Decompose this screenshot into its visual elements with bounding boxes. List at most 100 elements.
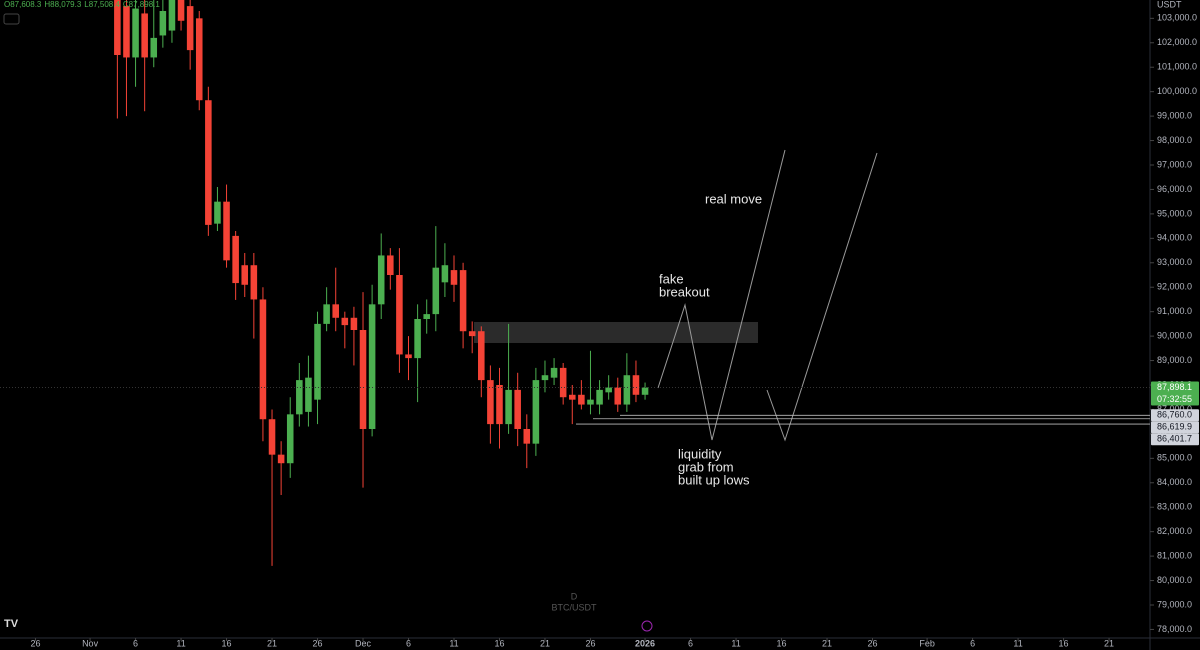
annotation: breakout — [659, 284, 710, 299]
x-tick-label: 26 — [585, 638, 595, 648]
y-tick-label: 89,000.0 — [1157, 355, 1192, 365]
price-tag-label: 86,760.0 — [1157, 410, 1192, 420]
candle-body — [286, 414, 294, 464]
x-tick-label: 16 — [222, 638, 232, 648]
ohlc-value: C87,898.1 — [123, 0, 160, 9]
candle-body — [314, 323, 321, 400]
candle-body — [195, 18, 203, 101]
zone-box — [474, 322, 758, 343]
candle-body — [559, 367, 567, 398]
candle-body — [414, 319, 421, 359]
candle-body — [241, 265, 249, 285]
candle-body — [523, 429, 531, 444]
y-tick-label: 84,000.0 — [1157, 477, 1192, 487]
candle-body — [459, 270, 467, 332]
y-tick-label: 100,000.0 — [1157, 86, 1197, 96]
candle-body — [159, 11, 167, 36]
x-tick-label: 26 — [868, 638, 878, 648]
candle-body — [623, 375, 631, 405]
y-tick-label: 94,000.0 — [1157, 233, 1192, 243]
y-tick-label: 98,000.0 — [1157, 135, 1192, 145]
x-tick-label: 11 — [176, 638, 185, 648]
candle-body — [359, 330, 367, 429]
annotation: built up lows — [678, 472, 750, 487]
price-tag — [1151, 421, 1199, 434]
x-tick-label: 21 — [822, 638, 832, 648]
candle-body — [268, 419, 276, 455]
candle-body — [432, 267, 440, 315]
y-tick-label: 97,000.0 — [1157, 159, 1192, 169]
y-tick-label: 90,000.0 — [1157, 330, 1192, 340]
candle-body — [587, 399, 594, 405]
x-tick-label: 6 — [406, 638, 411, 648]
candle-body — [605, 387, 612, 393]
candle-body — [214, 201, 221, 224]
event-icon[interactable] — [641, 620, 653, 632]
x-tick-label: Feb — [919, 638, 935, 648]
candle-body — [150, 37, 158, 58]
last-price-label: 87,898.1 — [1157, 382, 1192, 392]
candle-body — [141, 13, 148, 58]
candle-body — [514, 389, 521, 429]
x-tick-label: 16 — [494, 638, 504, 648]
x-tick-label: 26 — [30, 638, 40, 648]
x-tick-label: 6 — [133, 638, 138, 648]
candle-body — [478, 331, 485, 381]
candle-body — [614, 387, 622, 405]
candle-body — [387, 255, 394, 275]
candle-body — [423, 314, 430, 319]
candle-body — [323, 304, 330, 324]
y-tick-label: 81,000.0 — [1157, 550, 1192, 560]
x-tick-label: 11 — [449, 638, 458, 648]
candle-body — [377, 255, 385, 305]
candle-body — [296, 380, 303, 415]
x-tick-label: 11 — [1013, 638, 1022, 648]
candle-body — [568, 394, 576, 400]
candle-body — [114, 0, 121, 55]
y-tick-label: 92,000.0 — [1157, 282, 1192, 292]
ohlc-value: O87,608.3 — [4, 0, 42, 9]
candle-body — [277, 454, 285, 464]
candle-body — [496, 385, 503, 425]
candle-body — [177, 0, 185, 21]
y-tick-label: 80,000.0 — [1157, 575, 1192, 585]
candle-body — [250, 265, 258, 300]
y-tick-label: 85,000.0 — [1157, 453, 1192, 463]
candle-body — [487, 380, 494, 425]
candle-body — [223, 201, 230, 261]
candle-body — [596, 389, 603, 405]
candle-body — [305, 377, 312, 412]
x-tick-label: 6 — [970, 638, 975, 648]
candle-body — [405, 354, 412, 359]
y-tick-label: 83,000.0 — [1157, 502, 1192, 512]
ohlc-value: L87,508.4 — [84, 0, 120, 9]
countdown-label: 07:32:55 — [1157, 394, 1192, 404]
candle-body — [259, 299, 267, 420]
currency-label: USDT — [1157, 0, 1182, 9]
candle-body — [450, 270, 458, 285]
candle-body — [396, 275, 403, 355]
price-tag — [1151, 433, 1199, 446]
x-tick-label: 16 — [1059, 638, 1069, 648]
collapse-button[interactable] — [3, 13, 20, 25]
y-tick-label: 78,000.0 — [1157, 624, 1192, 634]
candle-body — [232, 235, 239, 284]
candle-body — [468, 331, 476, 337]
annotation: real move — [705, 191, 762, 206]
candle-body — [441, 265, 449, 283]
symbol-label: BTC/USDT — [552, 602, 598, 612]
price-tag-label: 86,401.7 — [1157, 434, 1192, 444]
drawings — [657, 149, 878, 442]
annotation: grab from — [678, 459, 734, 474]
annotation: liquidity — [678, 446, 722, 461]
candle-body — [132, 8, 139, 58]
candle-body — [541, 375, 549, 381]
y-tick-label: 96,000.0 — [1157, 184, 1192, 194]
price-tag-label: 86,619.9 — [1157, 422, 1192, 432]
candle-body — [332, 304, 339, 318]
candle-body — [368, 304, 376, 429]
candle-body — [341, 317, 349, 326]
y-tick-label: 91,000.0 — [1157, 306, 1192, 316]
y-tick-label: 99,000.0 — [1157, 110, 1192, 120]
